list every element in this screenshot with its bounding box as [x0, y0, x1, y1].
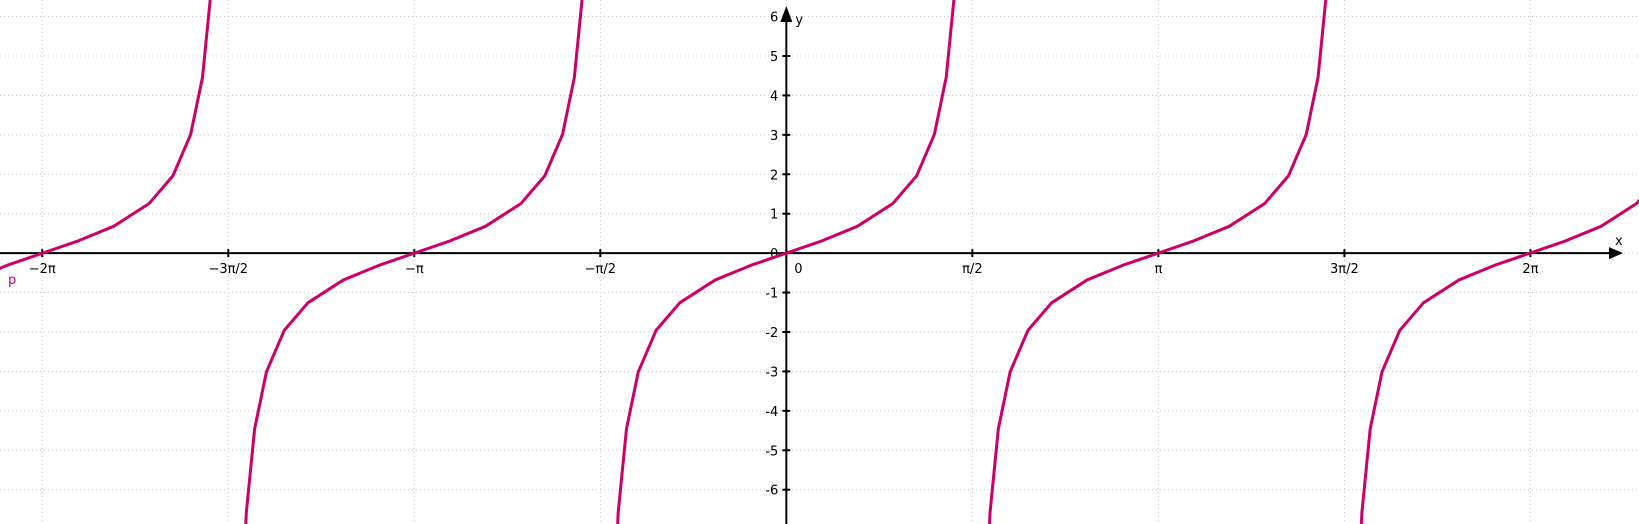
x-tick-label: −3π/2	[208, 262, 248, 277]
curve-label: p	[8, 273, 16, 288]
y-tick-label: -6	[765, 484, 778, 499]
x-tick-label: −π/2	[585, 262, 616, 277]
y-tick-label: -4	[765, 405, 778, 420]
x-tick-label: −π	[405, 262, 424, 277]
x-tick-label: π	[1154, 262, 1162, 277]
y-tick-label: 0	[770, 247, 778, 262]
y-tick-label: -1	[765, 287, 778, 302]
x-tick-label: −2π	[29, 262, 56, 277]
y-tick-label: 2	[770, 168, 778, 183]
y-tick-label: 1	[770, 208, 778, 223]
x-tick-label: 3π/2	[1330, 262, 1359, 277]
y-tick-label: -5	[765, 444, 778, 459]
y-tick-label: 3	[770, 129, 778, 144]
x-axis-label: x	[1615, 234, 1623, 249]
y-axis-arrow	[780, 6, 793, 22]
y-tick-label: -2	[765, 326, 778, 341]
y-axis-label: y	[795, 13, 803, 28]
x-tick-label: 2π	[1522, 262, 1538, 277]
x-tick-label: π/2	[962, 262, 982, 277]
y-tick-label: 6	[770, 11, 778, 26]
x-axis-arrow	[1609, 247, 1623, 260]
y-tick-label: 5	[770, 50, 778, 65]
y-tick-label: 4	[770, 89, 778, 104]
y-tick-label: -3	[765, 365, 778, 380]
x-tick-label: 0	[794, 262, 802, 277]
